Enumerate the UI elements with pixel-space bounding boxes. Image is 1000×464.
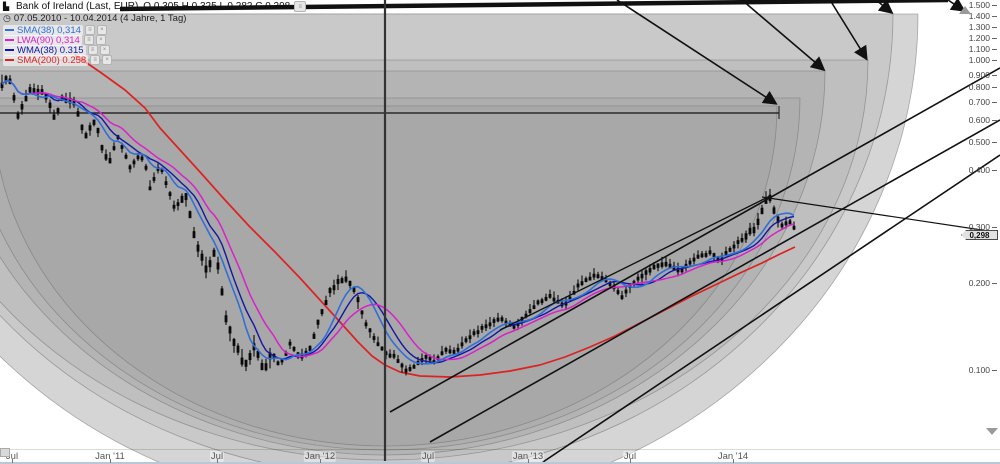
time-axis-label: Jan '11 <box>94 451 126 462</box>
time-axis-label: Jul <box>4 451 20 462</box>
indicator-label: WMA(38) 0.315 <box>17 44 84 56</box>
time-axis-tick <box>630 459 631 463</box>
price-axis-tick <box>992 38 997 39</box>
instrument-title: Bank of Ireland (Last, EUR) <box>16 1 139 12</box>
time-axis-tick <box>320 459 321 463</box>
date-range-row: ◷ 07.05.2010 - 10.04.2014 (4 Jahre, 1 Ta… <box>3 13 306 24</box>
indicator-chip: WMA(38) 0.315 <box>3 44 86 56</box>
price-axis-label: 0.600 <box>968 115 990 125</box>
price-axis-tick <box>992 283 997 284</box>
indicator-settings-button[interactable]: ≡ <box>83 35 94 45</box>
price-axis-label: 0.700 <box>968 97 990 107</box>
price-axis-label: 0.800 <box>968 82 990 92</box>
price-axis-label: 1.200 <box>968 33 990 43</box>
price-axis-tick <box>992 142 997 143</box>
indicator-remove-button[interactable]: × <box>95 35 106 45</box>
annotation-arrows[interactable] <box>616 0 966 105</box>
sma200-line[interactable] <box>74 54 796 378</box>
time-axis-tick <box>217 459 218 463</box>
broker-logo-icon: ▙ <box>3 2 10 11</box>
time-axis-tick <box>110 459 111 463</box>
price-axis-tick <box>992 120 997 121</box>
price-axis-label: 0.900 <box>968 70 990 80</box>
price-axis-label: 1.000 <box>968 55 990 65</box>
indicator-row-sma38: SMA(38) 0,314 ≡ × <box>3 24 306 36</box>
price-axis-label: 1.400 <box>968 11 990 21</box>
last-price-marker: 0,298 <box>961 230 998 240</box>
instrument-settings-button[interactable]: ≡ <box>294 1 307 12</box>
clock-icon: ◷ <box>3 13 11 23</box>
price-axis-tick <box>992 170 997 171</box>
indicator-label: SMA(200) 0.258 <box>17 54 87 66</box>
price-axis-label: 0.400 <box>968 165 990 175</box>
time-axis-label: Jan '14 <box>716 451 750 462</box>
price-axis-tick <box>992 87 997 88</box>
indicator-settings-button[interactable]: ≡ <box>87 45 98 55</box>
price-axis-label: 0.300 <box>968 222 990 232</box>
price-axis-label: 0.200 <box>968 278 990 288</box>
plot-bottom-border <box>0 449 1000 450</box>
indicator-color-swatch <box>5 49 14 51</box>
indicator-row-wma38: WMA(38) 0.315 ≡ × <box>3 44 306 56</box>
price-axis-label: 1.500 <box>968 0 990 10</box>
price-axis-tick <box>992 5 997 6</box>
axis-scroll-up-icon[interactable] <box>959 6 971 14</box>
price-axis-tick <box>992 27 997 28</box>
moving-average-lines[interactable] <box>1 80 795 365</box>
indicator-remove-button[interactable]: × <box>99 45 110 55</box>
price-axis-label: 0.100 <box>968 365 990 375</box>
indicator-chip: SMA(38) 0,314 <box>3 24 83 36</box>
time-axis-label: Jul <box>209 451 225 462</box>
price-axis-tick <box>992 370 997 371</box>
indicator-chip: LWA(90) 0,314 <box>3 34 82 46</box>
time-axis-label: Jan '13 <box>511 451 545 462</box>
indicator-label: LWA(90) 0,314 <box>17 34 80 46</box>
horizontal-support-line[interactable] <box>0 106 780 119</box>
price-axis-tick <box>992 227 997 228</box>
fibonacci-arc-bands[interactable] <box>0 13 919 464</box>
candlestick-series[interactable] <box>0 74 796 376</box>
indicator-settings-button[interactable]: ≡ <box>90 55 101 65</box>
price-axis-tick <box>992 49 997 50</box>
price-axis-label: 0.500 <box>968 137 990 147</box>
price-axis-tick <box>992 75 997 76</box>
price-axis-tick <box>992 16 997 17</box>
time-axis-tick <box>733 459 734 463</box>
indicator-remove-button[interactable]: × <box>102 55 113 65</box>
axis-scroll-down-icon[interactable] <box>986 428 998 435</box>
indicator-color-swatch <box>5 29 14 31</box>
indicator-settings-button[interactable]: ≡ <box>84 25 95 35</box>
indicator-color-swatch <box>5 59 14 61</box>
indicator-row-sma200: SMA(200) 0.258 ≡ × <box>3 54 306 66</box>
indicator-color-swatch <box>5 39 14 41</box>
price-axis-tick <box>992 102 997 103</box>
price-axis-label: 1.300 <box>968 22 990 32</box>
instrument-header-row: ▙ Bank of Ireland (Last, EUR) O 0.305 H … <box>3 1 307 12</box>
chart-legend: ▙ Bank of Ireland (Last, EUR) O 0.305 H … <box>3 1 307 66</box>
time-axis-tick <box>428 459 429 463</box>
axis-corner-box[interactable] <box>0 448 10 457</box>
date-range-label: 07.05.2010 - 10.04.2014 (4 Jahre, 1 Tag) <box>13 13 187 24</box>
time-axis-label: Jul <box>420 451 436 462</box>
indicator-row-lwa90: LWA(90) 0,314 ≡ × <box>3 34 306 46</box>
indicator-remove-button[interactable]: × <box>96 25 107 35</box>
indicator-chip: SMA(200) 0.258 <box>3 54 89 66</box>
indicator-label: SMA(38) 0,314 <box>17 24 81 36</box>
price-axis-tick <box>992 60 997 61</box>
window-bottom-edge <box>0 462 1000 464</box>
price-axis-label: 1.100 <box>968 44 990 54</box>
ohlc-values: O 0.305 H 0.325 L 0.282 C 0.298 <box>143 1 291 12</box>
time-axis-label: Jan '12 <box>303 451 337 462</box>
time-axis-label: Jul <box>622 451 638 462</box>
time-axis-tick <box>528 459 529 463</box>
trend-lines[interactable] <box>119 0 1000 464</box>
time-axis-tick <box>12 459 13 463</box>
